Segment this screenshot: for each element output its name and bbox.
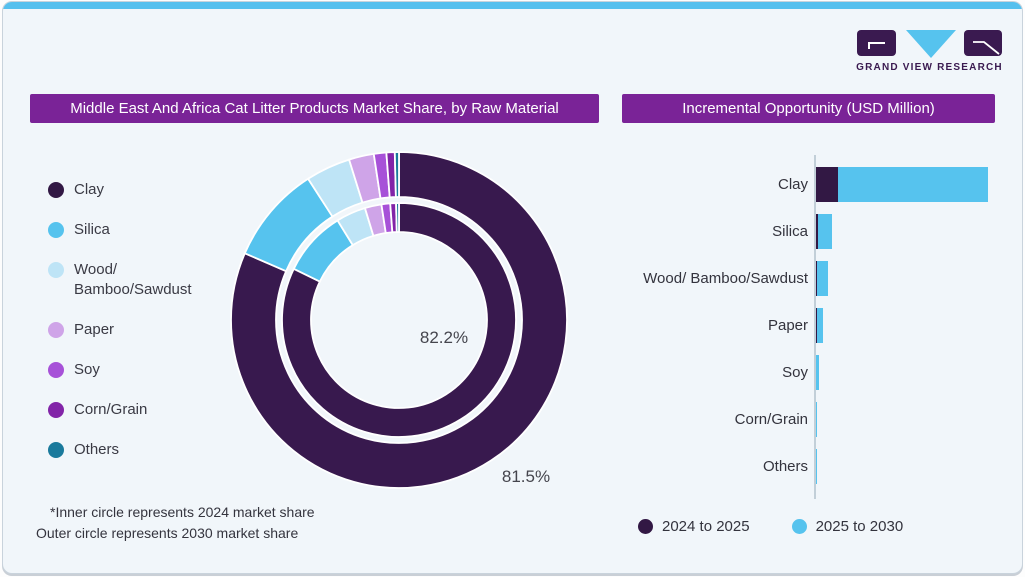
donut-chart xyxy=(230,151,568,489)
bar-segment-2025-to-2030-silica xyxy=(817,214,833,249)
bar-category-label: Corn/Grain xyxy=(734,411,808,428)
bar-category-label: Clay xyxy=(777,176,808,193)
legend-item-soy: Soy xyxy=(48,360,192,380)
legend-swatch-icon xyxy=(48,262,64,278)
inner-share-label: 82.2% xyxy=(419,328,469,347)
legend-swatch-icon xyxy=(48,182,64,198)
donut-segment-clay-2024 xyxy=(281,202,517,438)
bar-legend: 2024 to 2025 2025 to 2030 xyxy=(638,518,903,535)
legend-label: Clay xyxy=(74,181,105,198)
bar-segment-2025-to-2030-wood-bamboo-sawdust xyxy=(817,261,829,296)
bar-title: Incremental Opportunity (USD Million) xyxy=(682,100,935,117)
legend-label: Paper xyxy=(74,321,115,338)
bar-track xyxy=(816,355,820,390)
footnote-outer-circle: Outer circle represents 2030 market shar… xyxy=(36,525,299,541)
legend-label: Others xyxy=(74,441,120,458)
bar-track xyxy=(816,214,833,249)
legend-item-silica: Silica xyxy=(48,220,192,240)
legend-item-clay: Clay xyxy=(48,180,192,200)
legend-swatch-icon xyxy=(48,222,64,238)
donut-segment-others-2030 xyxy=(393,151,400,198)
bar-segment-2025-to-2030-soy xyxy=(816,355,820,390)
legend-label: Silica xyxy=(74,221,110,238)
legend-swatch-icon xyxy=(48,442,64,458)
bar-row-paper: Paper xyxy=(598,308,824,343)
bar-category-label: Others xyxy=(762,458,808,475)
legend-item-paper: Paper xyxy=(48,320,192,340)
bar-track xyxy=(816,449,817,484)
bar-category-label: Soy xyxy=(782,364,808,381)
bar-row-soy: Soy xyxy=(598,355,820,390)
footnote-inner-circle: *Inner circle represents 2024 market sha… xyxy=(50,504,315,520)
bar-track xyxy=(816,402,818,437)
top-accent-bar xyxy=(3,2,1022,9)
bar-segment-2025-to-2030-corn-grain xyxy=(816,402,818,437)
bar-segment-2024-to-2025-silica xyxy=(816,214,818,249)
bar-segment-2024-to-2025-wood-bamboo-sawdust xyxy=(816,261,818,296)
legend-swatch-icon xyxy=(48,322,64,338)
legend-swatch-icon xyxy=(48,362,64,378)
outer-share-label: 81.5% xyxy=(501,467,551,486)
legend-item-wood-bamboo-sawdust: Wood/ Bamboo/Sawdust xyxy=(48,260,192,300)
bar-legend-item-2025-to-2030: 2025 to 2030 xyxy=(791,518,904,535)
bar-segment-2024-to-2025-clay xyxy=(816,167,839,202)
bar-segment-2025-to-2030-clay xyxy=(838,167,988,202)
donut-segment-others-2024 xyxy=(395,202,400,233)
bar-segment-2025-to-2030-others xyxy=(816,449,817,484)
bar-title-bar: Incremental Opportunity (USD Million) xyxy=(622,94,995,123)
legend-label: Wood/ Bamboo/Sawdust xyxy=(74,261,192,298)
bar-track xyxy=(816,167,988,202)
bar-category-label: Wood/ Bamboo/Sawdust xyxy=(643,270,808,287)
logo-text: GRAND VIEW RESEARCH xyxy=(856,62,1003,73)
donut-segment-clay-2030 xyxy=(230,151,568,489)
logo-v-mark-icon xyxy=(906,30,956,58)
bar-legend-item-2024-to-2025: 2024 to 2025 xyxy=(638,518,750,535)
logo-r-glyph-icon xyxy=(973,41,1000,55)
legend-label: Soy xyxy=(74,361,100,378)
legend-swatch-icon xyxy=(48,402,64,418)
legend-item-corn-grain: Corn/Grain xyxy=(48,400,192,420)
grand-view-research-logo: GRAND VIEW RESEARCH xyxy=(856,29,1003,75)
legend-swatch-icon xyxy=(638,519,653,534)
bar-row-wood-bamboo-sawdust: Wood/ Bamboo/Sawdust xyxy=(598,261,829,296)
donut-title: Middle East And Africa Cat Litter Produc… xyxy=(70,100,559,117)
logo-g-glyph-icon xyxy=(868,42,885,49)
legend-item-others: Others xyxy=(48,440,192,460)
bar-category-label: Silica xyxy=(772,223,808,240)
bar-row-corn-grain: Corn/Grain xyxy=(598,402,818,437)
bar-segment-2025-to-2030-paper xyxy=(816,308,824,343)
bar-category-label: Paper xyxy=(767,317,808,334)
bar-row-clay: Clay xyxy=(598,167,988,202)
logo-marks xyxy=(857,30,1002,58)
bar-track xyxy=(816,261,829,296)
legend-label: Corn/Grain xyxy=(74,401,148,418)
donut-title-bar: Middle East And Africa Cat Litter Produc… xyxy=(30,94,599,123)
donut-legend: Clay Silica Wood/ Bamboo/Sawdust Paper Soy Co… xyxy=(48,180,192,460)
bar-axis-line xyxy=(814,155,816,499)
bar-row-others: Others xyxy=(598,449,817,484)
legend-swatch-icon xyxy=(791,519,807,534)
bar-legend-label: 2024 to 2025 xyxy=(662,518,750,535)
bar-segment-2024-to-2025-paper xyxy=(816,308,817,343)
bar-legend-label: 2025 to 2030 xyxy=(815,518,904,535)
bar-row-silica: Silica xyxy=(598,214,833,249)
bar-track xyxy=(816,308,824,343)
